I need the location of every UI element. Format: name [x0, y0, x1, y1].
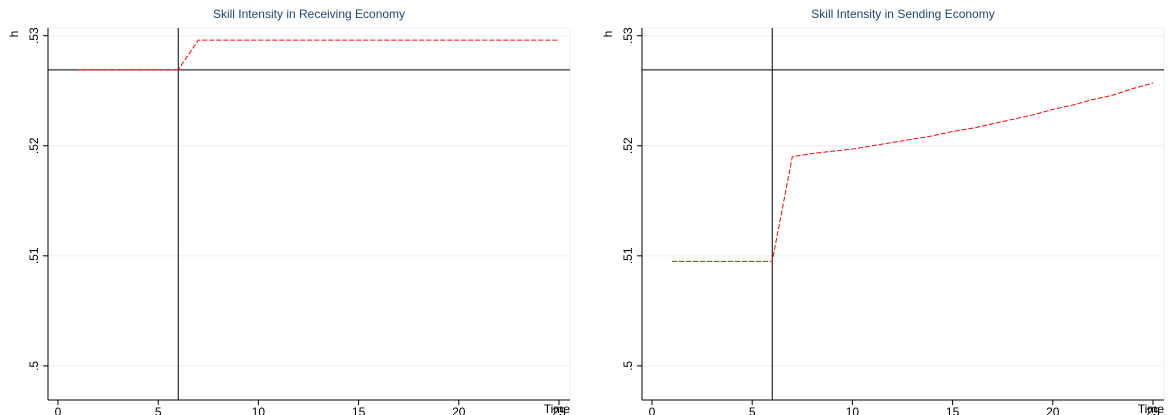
x-tick-label: 25 [552, 405, 566, 415]
y-tick-label: .52 [27, 137, 41, 154]
x-tick-label: 25 [1146, 405, 1160, 415]
data-line [672, 82, 1154, 262]
y-axis-label: h [601, 31, 615, 38]
x-tick-label: 20 [1046, 405, 1060, 415]
x-tick-label: 5 [749, 405, 756, 415]
y-tick-label: .5 [621, 361, 635, 371]
x-tick-label: 0 [55, 405, 62, 415]
chart-title: Skill Intensity in Receiving Economy [213, 7, 405, 21]
plot-area [641, 27, 1165, 401]
data-line [78, 39, 559, 71]
x-tick-label: 20 [452, 405, 466, 415]
plot-area [47, 27, 571, 401]
y-axis-label: h [7, 31, 21, 38]
y-tick-label: .5 [27, 361, 41, 371]
y-tick-label: .52 [621, 137, 635, 154]
x-tick-label: 10 [846, 405, 860, 415]
y-tick-label: .51 [27, 247, 41, 264]
y-tick-label: .51 [621, 247, 635, 264]
x-tick-label: 15 [946, 405, 960, 415]
x-tick-label: 10 [252, 405, 266, 415]
x-axis-label: Time [544, 402, 571, 415]
chart-title: Skill Intensity in Sending Economy [811, 7, 994, 21]
y-tick-label: .53 [27, 27, 41, 44]
x-axis-label: Time [1138, 402, 1165, 415]
x-tick-label: 0 [649, 405, 656, 415]
x-tick-label: 5 [155, 405, 162, 415]
x-tick-label: 15 [352, 405, 366, 415]
y-tick-label: .53 [621, 27, 635, 44]
